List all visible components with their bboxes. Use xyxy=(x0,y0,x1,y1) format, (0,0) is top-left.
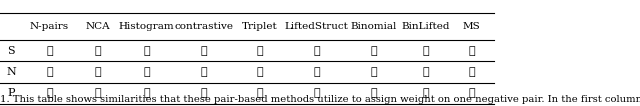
Text: ✓: ✓ xyxy=(422,67,429,77)
Text: ✗: ✗ xyxy=(314,88,320,98)
Text: ✗: ✗ xyxy=(371,67,378,77)
Text: ✗: ✗ xyxy=(95,46,101,56)
Text: ✗: ✗ xyxy=(46,88,52,98)
Text: ✓: ✓ xyxy=(95,67,101,77)
Text: ✗: ✗ xyxy=(46,46,52,56)
Text: ✗: ✗ xyxy=(200,67,207,77)
Text: 1. This table shows similarities that these pair-based methods utilize to assign: 1. This table shows similarities that th… xyxy=(0,95,640,104)
Text: S: S xyxy=(7,46,15,56)
Text: ✗: ✗ xyxy=(257,67,263,77)
Text: ✓: ✓ xyxy=(468,46,475,56)
Text: ✗: ✗ xyxy=(422,88,429,98)
Text: ✓: ✓ xyxy=(200,46,207,56)
Text: ✓: ✓ xyxy=(371,46,378,56)
Text: ✗: ✗ xyxy=(257,46,263,56)
Text: ✓: ✓ xyxy=(95,88,101,98)
Text: NCA: NCA xyxy=(86,22,110,31)
Text: ✓: ✓ xyxy=(46,67,52,77)
Text: ✗: ✗ xyxy=(143,46,150,56)
Text: ✗: ✗ xyxy=(371,88,378,98)
Text: Triplet: Triplet xyxy=(242,22,278,31)
Text: ✓: ✓ xyxy=(422,46,429,56)
Text: N-pairs: N-pairs xyxy=(30,22,69,31)
Text: ✗: ✗ xyxy=(200,88,207,98)
Text: N: N xyxy=(6,67,16,77)
Text: ✓: ✓ xyxy=(468,88,475,98)
Text: BinLifted: BinLifted xyxy=(401,22,450,31)
Text: ✗: ✗ xyxy=(143,67,150,77)
Text: P: P xyxy=(8,88,15,98)
Text: contrastive: contrastive xyxy=(174,22,234,31)
Text: ✓: ✓ xyxy=(257,88,263,98)
Text: ✓: ✓ xyxy=(468,67,475,77)
Text: MS: MS xyxy=(463,22,480,31)
Text: ✓: ✓ xyxy=(314,67,320,77)
Text: Binomial: Binomial xyxy=(351,22,397,31)
Text: Histogram: Histogram xyxy=(119,22,175,31)
Text: LiftedStruct: LiftedStruct xyxy=(285,22,349,31)
Text: ✓: ✓ xyxy=(143,88,150,98)
Text: ✗: ✗ xyxy=(314,46,320,56)
